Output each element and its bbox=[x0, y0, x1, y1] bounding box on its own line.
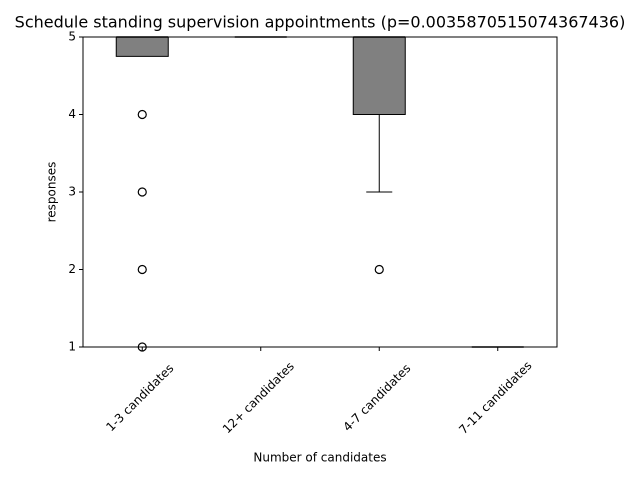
x-tick-label: 7-11 candidates bbox=[456, 358, 534, 436]
y-tick-label: 1 bbox=[68, 340, 76, 354]
x-tick-label: 4-7 candidates bbox=[340, 361, 413, 434]
y-tick-label: 3 bbox=[68, 185, 76, 199]
box bbox=[115, 36, 169, 57]
flier bbox=[137, 342, 147, 352]
y-tick-label: 4 bbox=[68, 107, 76, 121]
flier bbox=[137, 109, 147, 120]
flier bbox=[374, 264, 384, 275]
flier bbox=[137, 264, 147, 275]
x-tick-label: 1-3 candidates bbox=[103, 361, 176, 434]
x-axis-label: Number of candidates bbox=[253, 451, 386, 465]
plot-frame bbox=[82, 36, 558, 348]
flier bbox=[137, 187, 147, 197]
y-tick-label: 2 bbox=[68, 262, 76, 276]
chart-title: Schedule standing supervision appointmen… bbox=[15, 13, 626, 32]
y-tick-label: 5 bbox=[68, 30, 76, 44]
x-tick-label: 12+ candidates bbox=[220, 359, 297, 436]
box bbox=[352, 36, 406, 115]
y-axis-label: responses bbox=[45, 162, 59, 223]
